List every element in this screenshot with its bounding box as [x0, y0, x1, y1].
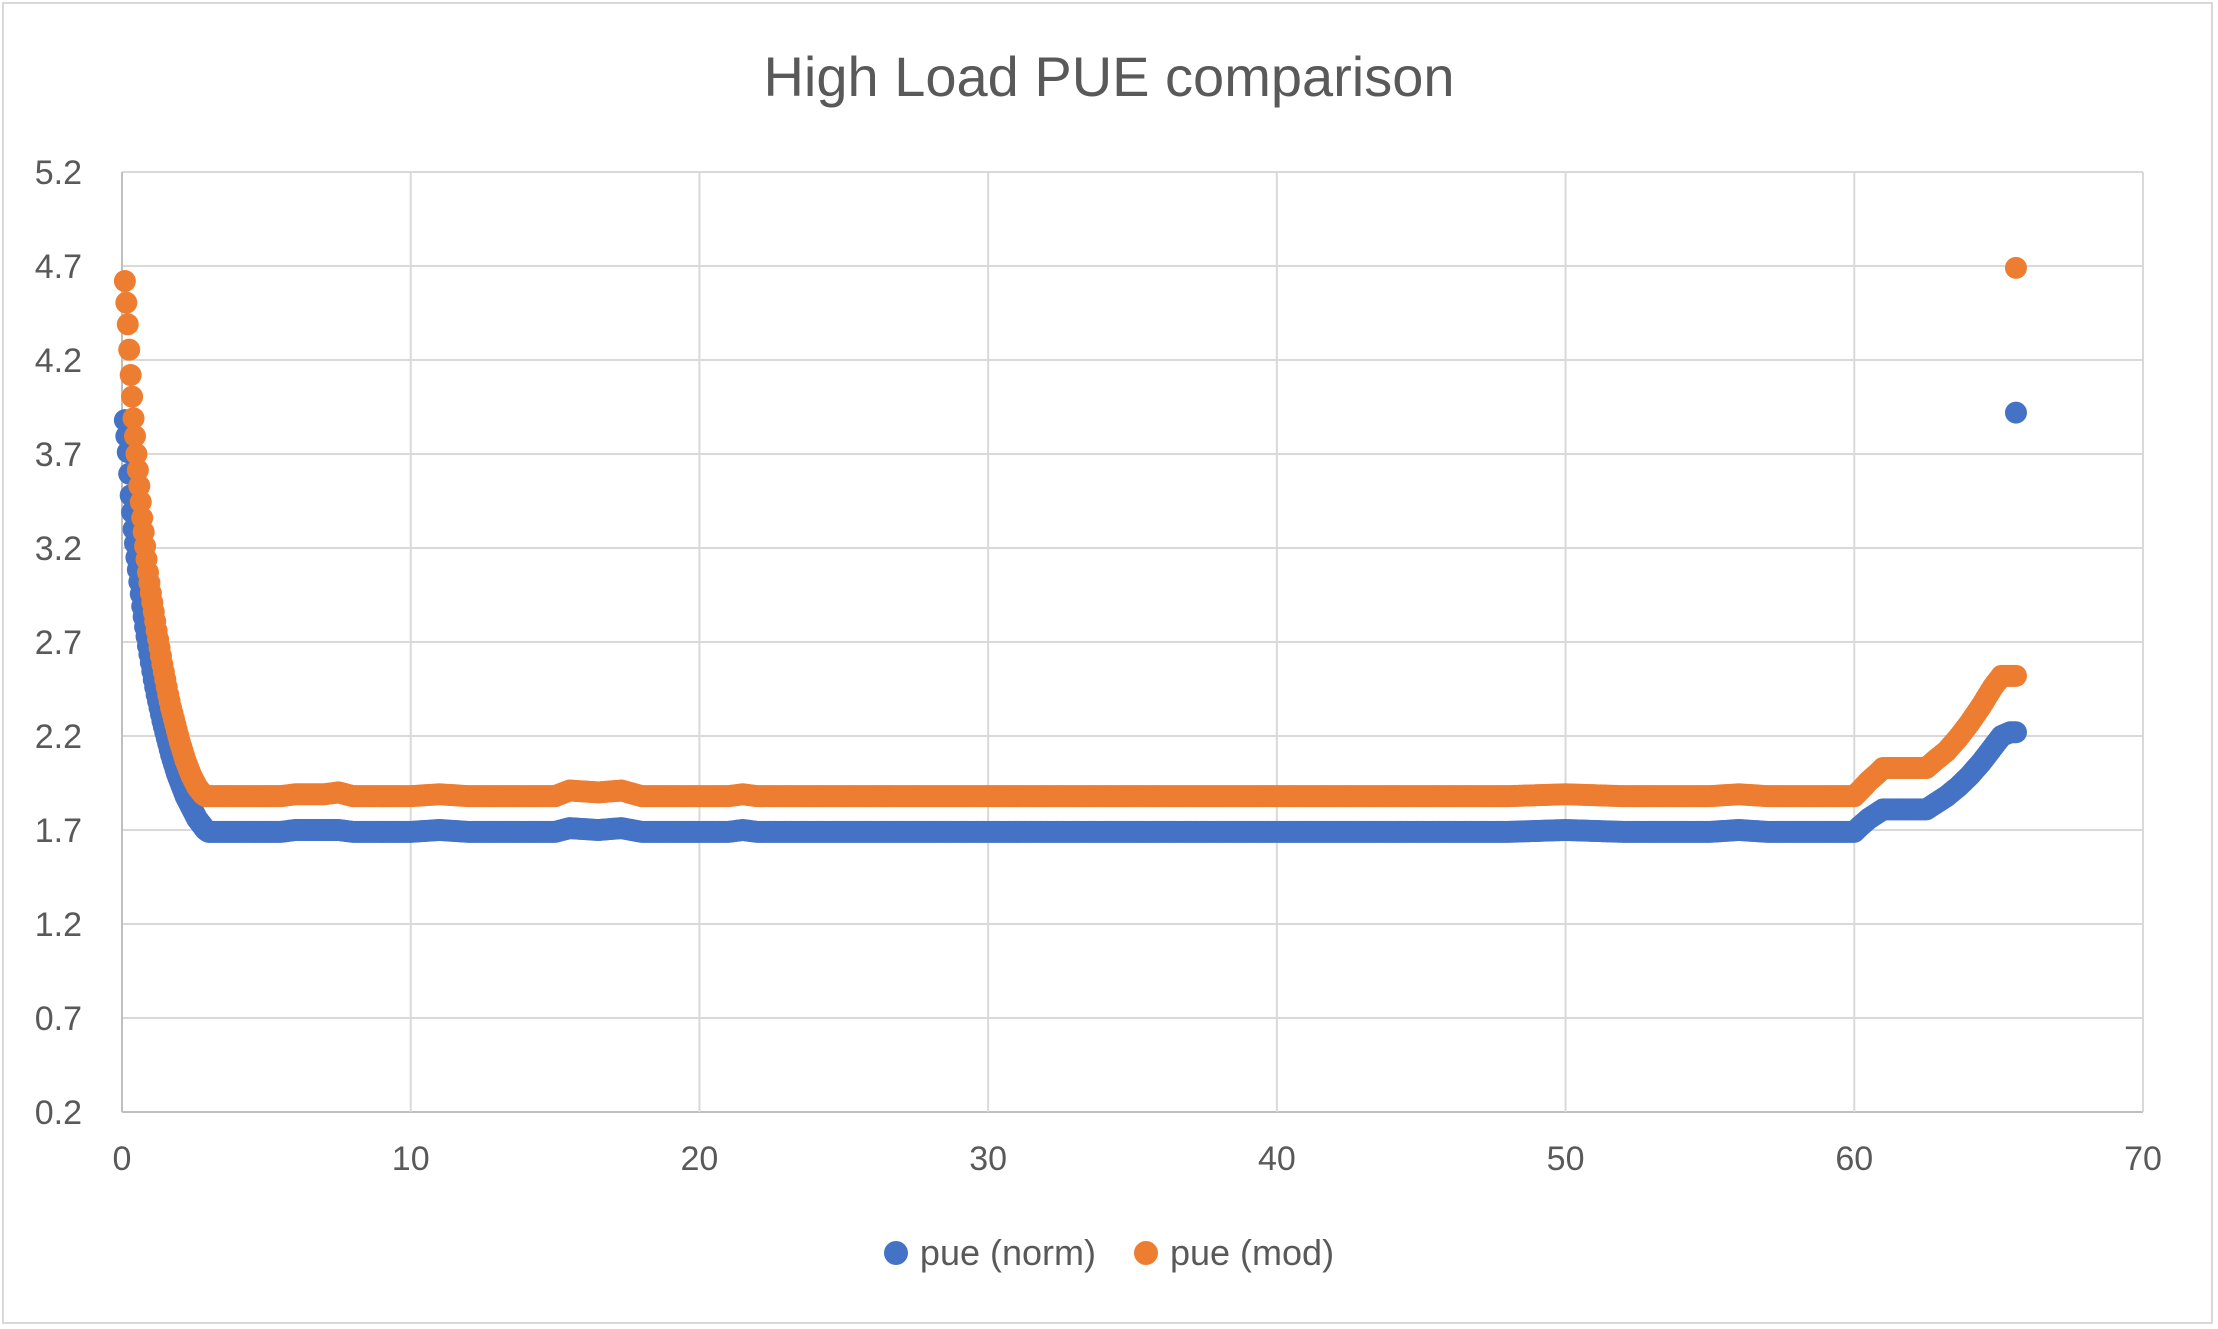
x-tick-label: 0: [113, 1140, 132, 1178]
data-point: [2004, 664, 2027, 687]
x-tick-label: 50: [1547, 1140, 1585, 1178]
x-tick-label: 30: [969, 1140, 1007, 1178]
legend: pue (norm) pue (mod): [0, 1232, 2218, 1274]
x-tick-label: 40: [1258, 1140, 1296, 1178]
data-point: [122, 407, 145, 430]
y-tick-label: 4.2: [35, 342, 82, 380]
series-pue-norm-: [113, 401, 2027, 843]
y-tick-label: 4.7: [35, 248, 82, 286]
y-tick-label: 0.2: [35, 1094, 82, 1132]
data-point: [119, 364, 142, 387]
chart-title: High Load PUE comparison: [763, 45, 1455, 108]
x-tick-label: 20: [681, 1140, 719, 1178]
data-point: [129, 490, 152, 513]
y-tick-label: 0.7: [35, 1000, 82, 1038]
series-pue-mod-: [113, 256, 2027, 808]
legend-marker-norm-icon: [883, 1241, 908, 1265]
data-point: [125, 443, 148, 465]
data-point: [2004, 721, 2027, 744]
data-point: [2004, 401, 2027, 424]
data-point: [123, 425, 146, 448]
y-tick-label: 5.2: [35, 154, 82, 192]
y-tick-label: 3.7: [35, 436, 82, 474]
y-tick-label: 2.2: [35, 718, 82, 756]
x-tick-label: 70: [2124, 1140, 2162, 1178]
y-tick-label: 3.2: [35, 530, 82, 568]
legend-label-norm: pue (norm): [919, 1232, 1096, 1273]
grid-lines: [121, 171, 2144, 1113]
y-tick-label: 1.2: [35, 906, 82, 944]
legend-item-norm: pue (norm): [883, 1232, 1096, 1274]
legend-label-mod: pue (mod): [1169, 1232, 1335, 1273]
legend-marker-mod-icon: [1133, 1241, 1158, 1265]
data-point: [126, 458, 149, 481]
y-tick-label: 2.7: [35, 624, 82, 662]
data-point: [128, 474, 151, 497]
x-tick-label: 10: [392, 1140, 430, 1178]
data-point: [2004, 256, 2027, 279]
data-point: [121, 385, 144, 408]
data-point: [118, 338, 141, 361]
data-point: [113, 270, 136, 293]
y-tick-label: 1.7: [35, 812, 82, 850]
series-markers: [113, 256, 2027, 843]
tick-labels: 0.2 0.7 1.2 1.7 2.2 2.7 3.2 3.7 4.2 4.7 5.2 0 10 20 30…: [35, 154, 2162, 1178]
x-tick-label: 60: [1835, 1140, 1873, 1178]
data-point: [115, 291, 138, 314]
legend-item-mod: pue (mod): [1133, 1232, 1335, 1274]
data-point: [116, 313, 139, 336]
